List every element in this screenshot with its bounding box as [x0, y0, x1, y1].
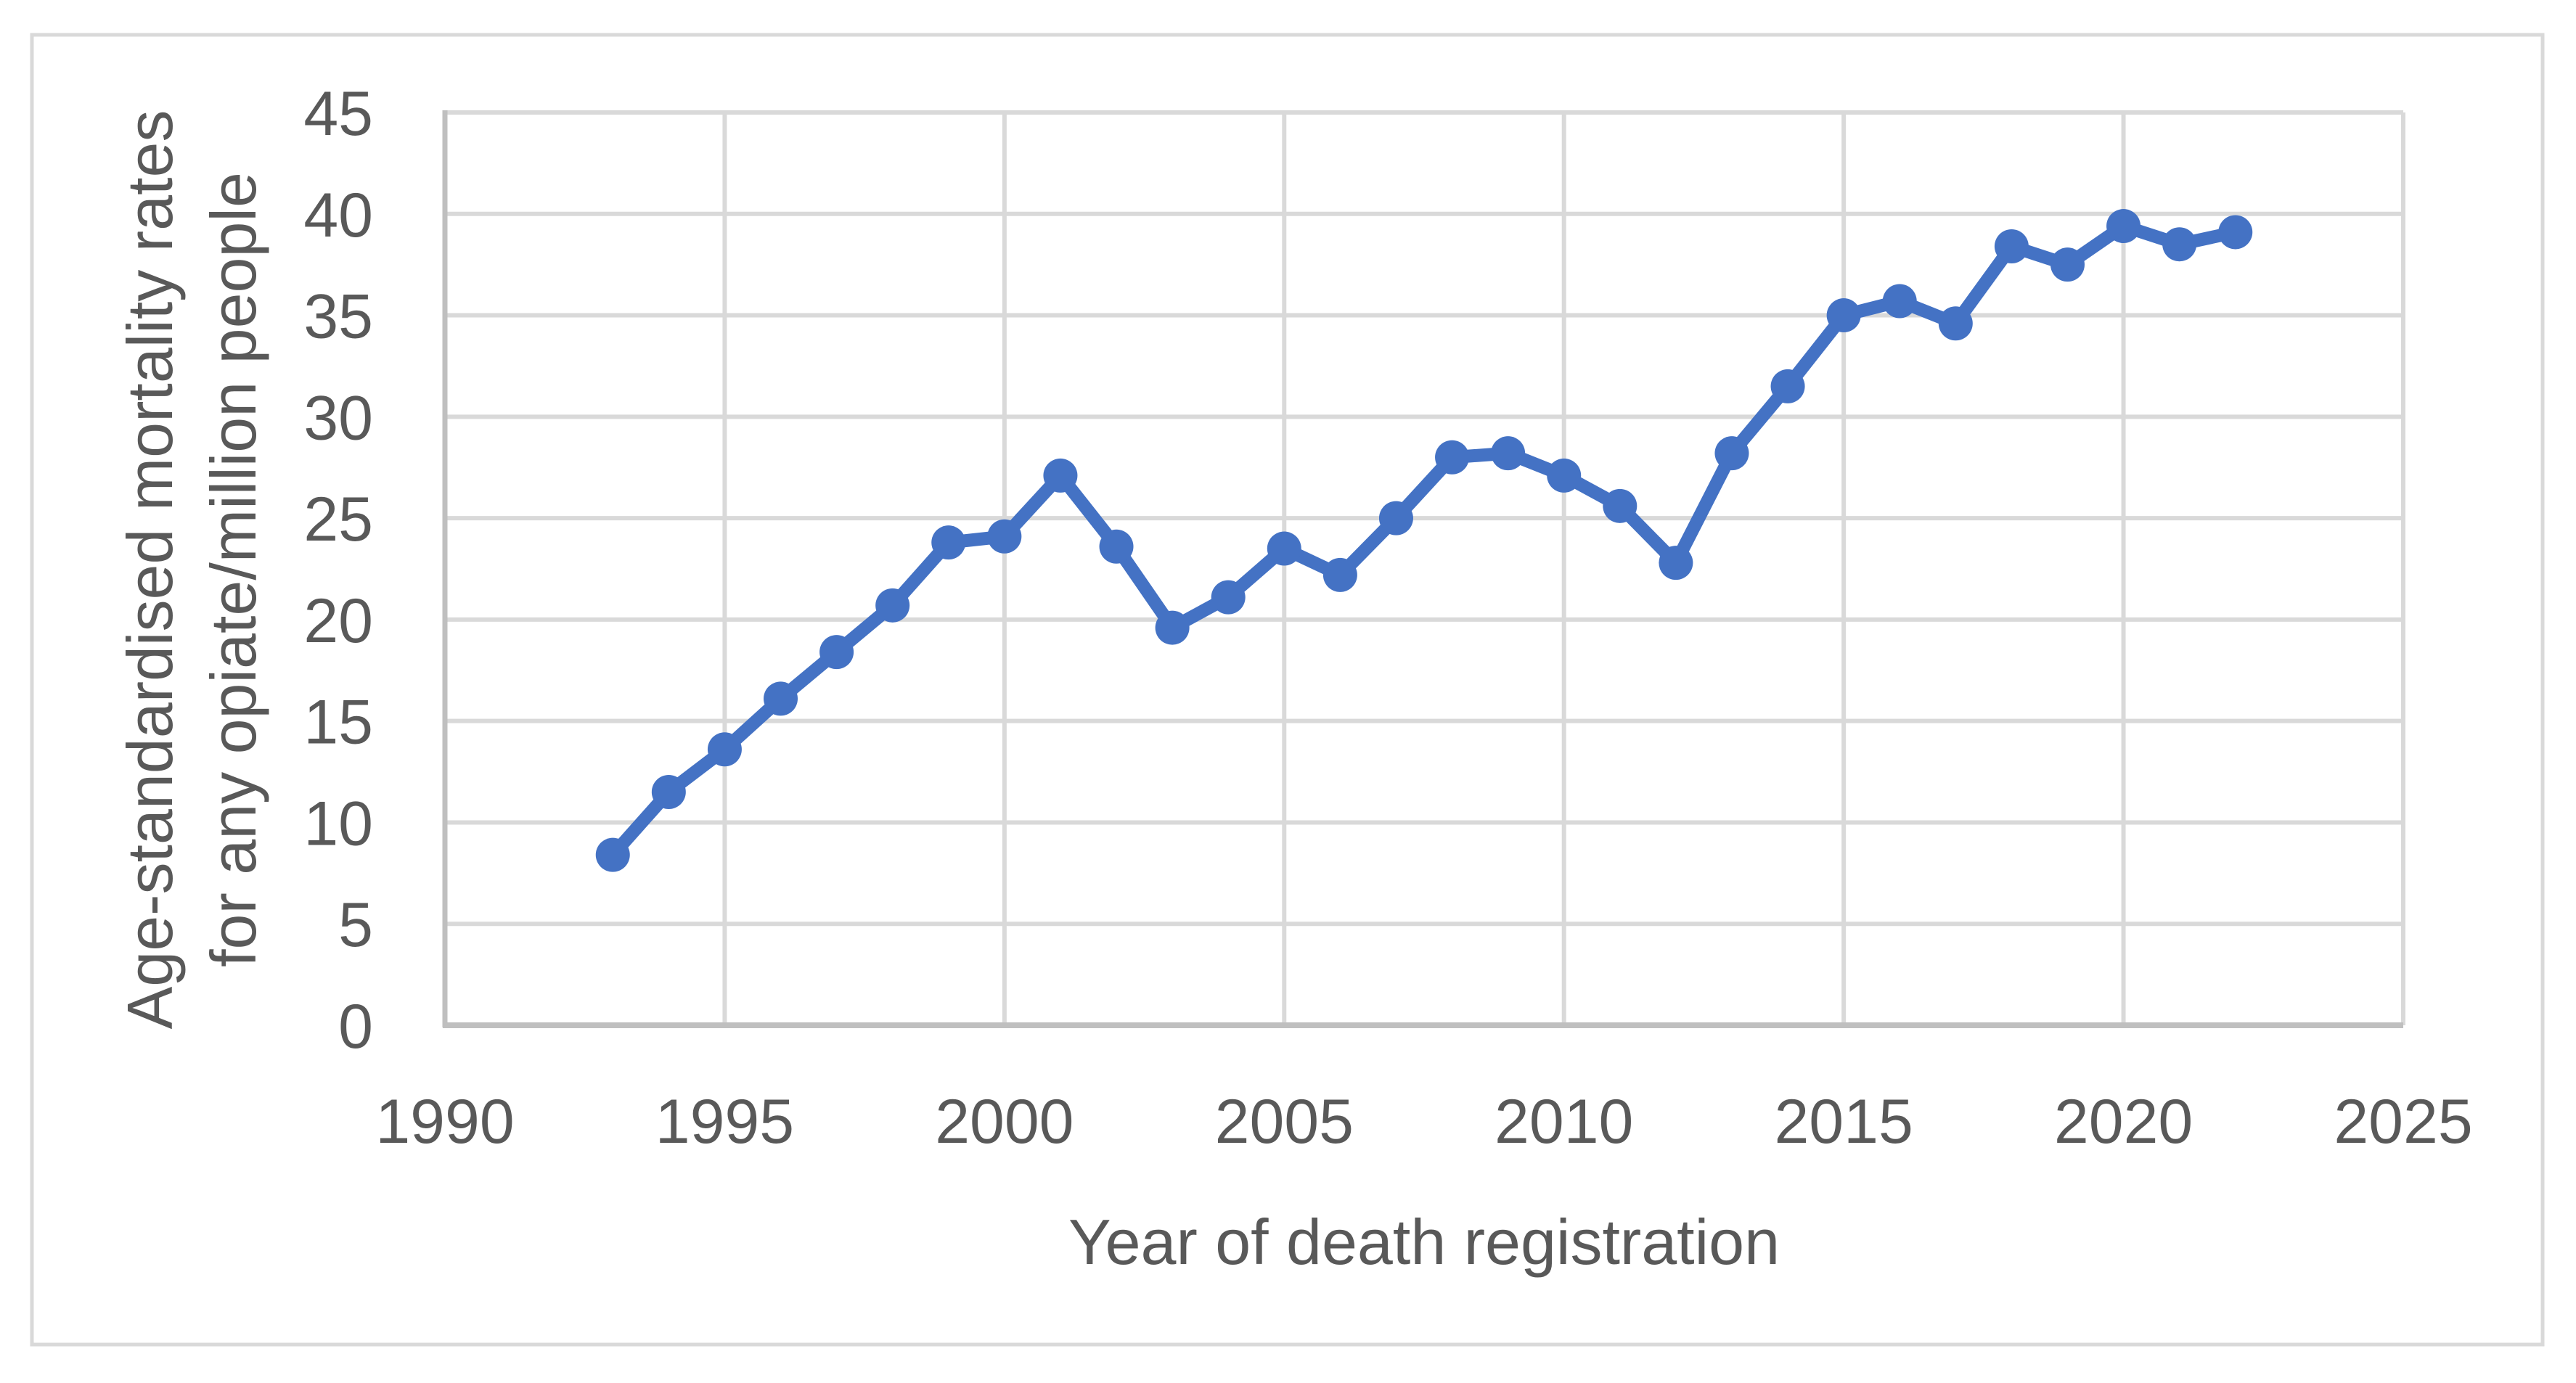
data-point: [2050, 247, 2085, 282]
y-axis-title-line1: Age-standardised mortality rates: [114, 110, 186, 1030]
gridlines: [445, 110, 2405, 1025]
y-tick-label: 25: [303, 485, 373, 554]
y-tick-label: 5: [338, 890, 373, 960]
data-point: [1211, 580, 1246, 615]
data-point: [1938, 306, 1973, 341]
data-point: [2106, 209, 2141, 244]
y-tick-label: 30: [303, 383, 373, 453]
y-tick-label: 10: [303, 789, 373, 858]
data-point: [1378, 501, 1413, 535]
y-tick-label: 45: [303, 79, 373, 149]
y-axis-tick-labels: 0 5 10 15 20 25 30 35 40 45: [303, 79, 373, 1062]
data-point: [931, 525, 966, 560]
x-tick-label: 2015: [1774, 1087, 1913, 1157]
y-tick-label: 0: [338, 992, 373, 1062]
x-axis-title: Year of death registration: [1068, 1206, 1780, 1278]
data-point: [1043, 458, 1078, 493]
x-tick-label: 2025: [2334, 1087, 2472, 1157]
data-point: [707, 732, 742, 767]
data-point: [875, 588, 910, 623]
axis-lines: [442, 110, 2403, 1028]
y-tick-label: 40: [303, 181, 373, 250]
data-point: [2162, 227, 2197, 262]
data-point: [651, 775, 686, 810]
data-point: [2218, 215, 2253, 250]
data-point: [987, 519, 1022, 554]
data-point: [1770, 369, 1805, 403]
data-point: [1826, 298, 1861, 333]
x-tick-label: 1995: [655, 1087, 794, 1157]
x-axis-tick-labels: 1990 1995 2000 2005 2010 2015 2020 2025: [375, 1087, 2472, 1157]
data-point: [1603, 488, 1637, 523]
data-point: [1994, 229, 2029, 264]
y-tick-label: 15: [303, 688, 373, 758]
y-axis-title-line2: for any opiate/million people: [197, 172, 269, 967]
data-point: [764, 681, 798, 716]
x-tick-label: 2020: [2054, 1087, 2193, 1157]
data-point: [1491, 436, 1526, 471]
data-point: [1435, 440, 1470, 475]
data-point: [595, 837, 630, 872]
data-point: [1547, 458, 1582, 493]
data-point: [1882, 284, 1917, 319]
data-point: [1714, 436, 1749, 471]
data-point: [1155, 610, 1190, 645]
x-tick-label: 2005: [1215, 1087, 1354, 1157]
data-point: [819, 635, 854, 670]
x-tick-label: 1990: [375, 1087, 514, 1157]
y-tick-label: 35: [303, 282, 373, 352]
data-point: [1659, 546, 1693, 580]
data-point: [1267, 531, 1301, 566]
data-series: [595, 209, 2253, 872]
data-point: [1099, 529, 1134, 564]
y-tick-label: 20: [303, 586, 373, 656]
x-tick-label: 2010: [1495, 1087, 1633, 1157]
x-tick-label: 2000: [935, 1087, 1074, 1157]
data-point: [1322, 557, 1357, 592]
